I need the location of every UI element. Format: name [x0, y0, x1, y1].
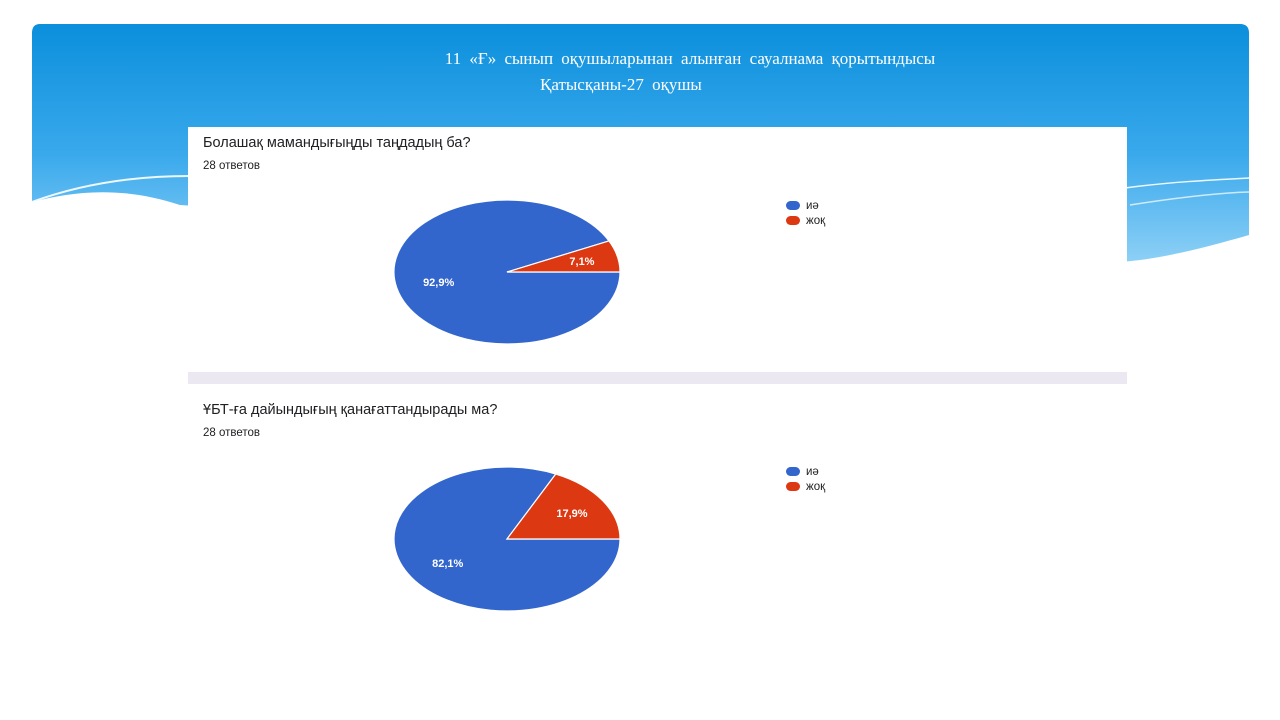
- question-title: Болашақ мамандығыңды таңдадың ба?: [203, 135, 471, 151]
- legend-swatch-no: [786, 482, 800, 491]
- legend-swatch-yes: [786, 201, 800, 210]
- response-count: 28 ответов: [203, 160, 261, 172]
- data-label-yes: 82,1%: [432, 558, 463, 570]
- legend: иә жоқ: [786, 198, 825, 228]
- legend-label: иә: [806, 465, 819, 478]
- legend-item-yes: иә: [786, 198, 825, 213]
- section-divider: [188, 372, 1127, 384]
- legend-label: жоқ: [806, 480, 826, 493]
- data-label-yes: 92,9%: [423, 277, 454, 289]
- pie-slice-no: [506, 240, 621, 273]
- legend-label: жоқ: [806, 214, 826, 227]
- legend-item-no: жоқ: [786, 213, 825, 228]
- slide-title: 11 «Ғ» сынып оқушыларынан алынған сауалн…: [444, 49, 936, 68]
- survey-panel-1: Болашақ мамандығыңды таңдадың ба? 28 отв…: [188, 127, 1127, 372]
- pie-chart: 82,1% 17,9%: [393, 466, 621, 612]
- survey-panel-2: ҰБТ-ға дайындығың қанағаттандырады ма? 2…: [188, 384, 1127, 624]
- legend-label: иә: [806, 199, 819, 212]
- response-count: 28 ответов: [203, 427, 261, 439]
- legend-swatch-no: [786, 216, 800, 225]
- legend-swatch-yes: [786, 467, 800, 476]
- question-title: ҰБТ-ға дайындығың қанағаттандырады ма?: [203, 402, 498, 418]
- pie-slice-no: [505, 473, 621, 540]
- data-label-no: 7,1%: [569, 256, 594, 268]
- data-label-no: 17,9%: [556, 508, 587, 520]
- pie-chart: 92,9% 7,1%: [393, 199, 621, 345]
- legend-item-no: жоқ: [786, 479, 825, 494]
- legend-item-yes: иә: [786, 464, 825, 479]
- slide-subtitle: Қатысқаны-27 оқушы: [540, 75, 702, 94]
- legend: иә жоқ: [786, 464, 825, 494]
